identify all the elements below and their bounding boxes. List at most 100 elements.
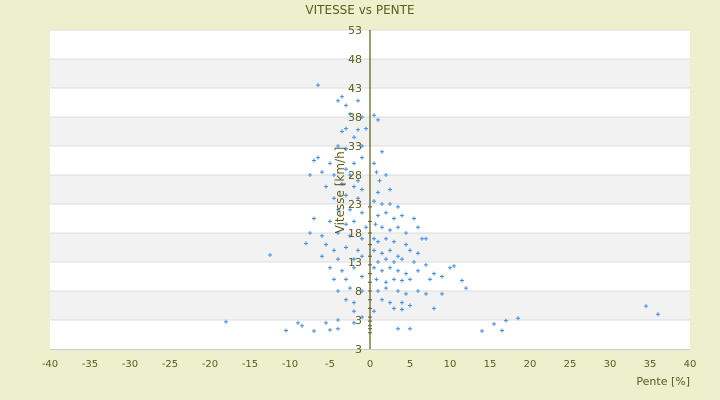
data-point xyxy=(352,257,356,262)
data-point xyxy=(404,291,408,296)
data-point xyxy=(336,289,340,293)
data-point xyxy=(374,277,379,282)
x-tick-label: -25 xyxy=(162,359,178,370)
data-point xyxy=(356,178,360,183)
data-point xyxy=(376,289,380,293)
data-point xyxy=(344,245,348,250)
data-point xyxy=(352,300,356,305)
data-point xyxy=(400,300,404,305)
data-point xyxy=(372,161,376,166)
data-point xyxy=(420,236,424,241)
data-point xyxy=(360,289,364,293)
data-point xyxy=(308,173,312,177)
data-point xyxy=(344,126,348,131)
data-point xyxy=(356,248,360,253)
data-point xyxy=(516,316,520,321)
data-point xyxy=(316,83,320,88)
data-point xyxy=(332,196,336,201)
data-point xyxy=(372,265,376,270)
data-point xyxy=(480,329,484,334)
data-point xyxy=(384,236,388,241)
data-point xyxy=(376,190,380,195)
data-point xyxy=(408,248,412,253)
data-point xyxy=(400,257,404,262)
data-point xyxy=(432,271,436,276)
data-point xyxy=(340,94,344,99)
data-point xyxy=(404,271,408,276)
data-point xyxy=(328,327,332,332)
data-point xyxy=(440,291,444,296)
data-point xyxy=(344,103,348,108)
data-point xyxy=(404,242,408,247)
data-point xyxy=(380,149,384,154)
data-point xyxy=(332,248,336,253)
data-point xyxy=(408,277,412,282)
data-point xyxy=(308,231,312,235)
x-tick-label: -35 xyxy=(82,359,98,370)
x-axis-label: Pente [%] xyxy=(636,375,690,388)
data-point xyxy=(440,274,444,279)
data-point xyxy=(332,173,336,177)
y-tick-label: 8 xyxy=(355,285,362,298)
data-point xyxy=(352,219,356,224)
data-point xyxy=(312,216,316,221)
y-tick-label: 33 xyxy=(348,140,362,153)
data-point xyxy=(268,253,272,258)
data-point xyxy=(396,289,400,293)
data-point xyxy=(324,242,328,247)
data-point xyxy=(412,260,416,264)
data-point xyxy=(424,236,428,241)
data-point xyxy=(312,329,316,334)
data-point xyxy=(348,233,352,238)
data-point xyxy=(416,268,420,273)
data-point xyxy=(392,306,396,311)
data-point xyxy=(360,115,364,119)
y-tick-label: 13 xyxy=(348,256,362,269)
data-point xyxy=(336,207,340,212)
data-point xyxy=(320,170,324,175)
data-point xyxy=(372,236,376,241)
data-point xyxy=(336,98,340,103)
data-point xyxy=(372,113,376,118)
data-point xyxy=(344,146,348,151)
data-point xyxy=(312,158,316,163)
chart-title: VITESSE vs PENTE xyxy=(305,3,414,17)
data-point xyxy=(373,222,378,227)
data-point xyxy=(360,155,364,160)
data-point xyxy=(396,268,400,273)
y-tick-label: 53 xyxy=(348,24,362,37)
data-point xyxy=(356,98,360,103)
data-point xyxy=(348,112,352,117)
data-point xyxy=(384,210,388,215)
data-point xyxy=(380,225,384,230)
data-point xyxy=(400,278,404,283)
y-tick-label: 23 xyxy=(348,198,362,211)
data-point xyxy=(320,233,324,238)
data-point xyxy=(364,126,368,131)
data-point xyxy=(336,257,340,262)
data-point xyxy=(352,320,356,325)
data-point xyxy=(360,254,364,259)
data-point xyxy=(344,222,348,227)
data-point xyxy=(384,286,388,291)
data-point xyxy=(644,304,648,309)
data-point xyxy=(460,278,464,283)
data-point xyxy=(360,274,364,279)
data-point xyxy=(284,328,288,333)
y-tick-label: 43 xyxy=(348,82,362,95)
x-tick-label: 40 xyxy=(684,359,697,370)
data-point xyxy=(464,286,468,291)
data-point xyxy=(348,173,352,177)
data-point xyxy=(360,315,364,320)
data-point xyxy=(400,213,404,218)
y-tick-label: 48 xyxy=(348,53,362,66)
data-point xyxy=(396,326,400,331)
y-tick-label: 28 xyxy=(348,169,362,182)
y-axis-label: Vitesse [km/h] xyxy=(333,147,347,234)
x-tick-label: 35 xyxy=(644,359,657,370)
x-tick-label: 10 xyxy=(444,359,457,370)
data-point xyxy=(392,277,396,282)
data-point xyxy=(344,193,348,198)
